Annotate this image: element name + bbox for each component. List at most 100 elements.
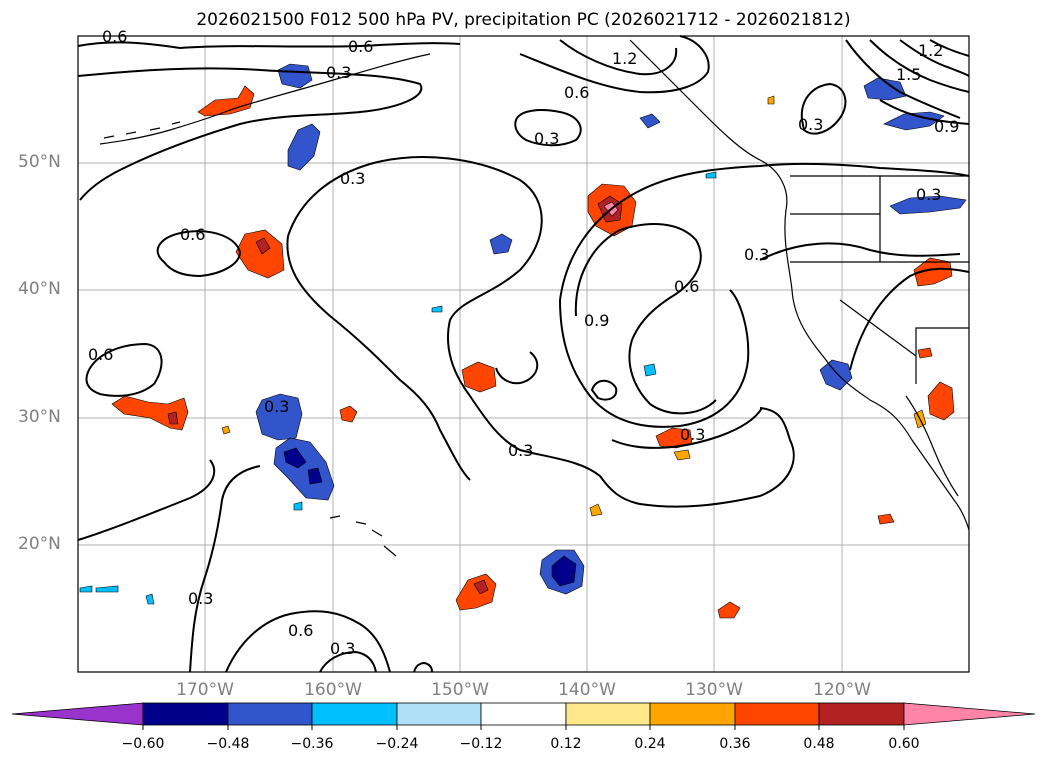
- lat-label-20n: 20°N: [18, 534, 61, 554]
- precip-patch: [717, 601, 741, 619]
- colorbar-extend-high: [903, 702, 1036, 726]
- contour-label: 0.3: [916, 185, 941, 204]
- pv-contour: [77, 67, 423, 201]
- pv-contour: [849, 267, 970, 371]
- contour-label: 0.3: [798, 115, 823, 134]
- pv-contour: [495, 351, 539, 385]
- colorbar-tick-label: 0.12: [550, 736, 582, 752]
- pv-contour: [574, 223, 717, 415]
- precip-patch: [95, 585, 119, 593]
- precip-patch: [673, 449, 691, 461]
- precip-patch: [145, 593, 155, 605]
- colorbar: [11, 702, 1036, 730]
- lon-label-130w: 130°W: [685, 680, 743, 700]
- contour-label: 0.3: [744, 245, 769, 264]
- colorbar-tick-label: −0.12: [459, 736, 503, 752]
- colorbar-segment: [396, 702, 482, 726]
- colorbar-segment: [734, 702, 820, 726]
- precip-patch: [307, 467, 323, 485]
- precipitation-shading: [79, 63, 967, 619]
- pv-contour: [189, 465, 261, 673]
- precip-patch: [489, 233, 513, 255]
- pv-contour: [519, 35, 710, 94]
- lat-label-30n: 30°N: [18, 407, 61, 427]
- precip-patch: [255, 393, 303, 441]
- pv-contour: [611, 407, 763, 449]
- precip-patch: [639, 113, 661, 129]
- precip-patch: [293, 501, 303, 511]
- hawaii-islands: [329, 515, 397, 557]
- precip-patch: [473, 579, 489, 595]
- precip-patch: [255, 237, 271, 255]
- pv-contour: [559, 162, 970, 301]
- precip-patch: [551, 555, 577, 587]
- coastlines: [99, 39, 970, 557]
- contour-label: 0.3: [264, 397, 289, 416]
- colorbar-segment: [142, 702, 229, 726]
- precip-patch: [589, 503, 603, 517]
- precip-patch: [79, 585, 93, 593]
- pv-contour: [77, 459, 216, 541]
- map-title: 2026021500 F012 500 hPa PV, precipitatio…: [196, 10, 851, 30]
- precip-patch: [705, 171, 717, 179]
- pv-contour: [845, 39, 961, 119]
- pv-contour: [559, 289, 750, 428]
- pv-contour: [319, 650, 377, 673]
- pv-contour: [759, 242, 961, 261]
- precip-patch: [917, 347, 933, 359]
- pv-contour: [413, 662, 433, 673]
- colorbar-tick-label: −0.48: [206, 736, 250, 752]
- colorbar-extend-low: [11, 702, 144, 726]
- lon-label-160w: 160°W: [304, 680, 362, 700]
- baja-california: [905, 395, 959, 497]
- colorbar-tick-label: −0.60: [121, 736, 165, 752]
- pv-contour: [225, 610, 391, 673]
- contour-label: 0.3: [188, 589, 213, 608]
- precip-patch: [767, 95, 775, 105]
- precip-patch: [431, 305, 443, 313]
- precip-patch: [277, 63, 313, 89]
- colorbar-tick-label: 0.48: [803, 736, 835, 752]
- pv-contour: [77, 41, 461, 50]
- precip-patch: [167, 411, 179, 425]
- contour-label: 0.9: [934, 117, 959, 136]
- pv-contour: [514, 109, 582, 147]
- precip-patch: [283, 447, 307, 469]
- contour-label: 1.2: [918, 41, 943, 60]
- pv-contour: [85, 342, 163, 397]
- pv-contour: [899, 39, 970, 77]
- colorbar-segment: [311, 702, 398, 726]
- north-america-coast: [629, 39, 970, 531]
- contour-label: 0.3: [508, 441, 533, 460]
- contour-label: 0.3: [326, 63, 351, 82]
- contour-label: 1.2: [612, 49, 637, 68]
- contour-label: 1.5: [896, 65, 921, 84]
- lat-label-50n: 50°N: [18, 152, 61, 172]
- precip-patch: [913, 257, 953, 287]
- pv-contour: [287, 156, 795, 508]
- precip-patch: [883, 111, 945, 131]
- precip-patch: [339, 405, 358, 423]
- colorbar-segment: [649, 702, 736, 726]
- contour-label: 0.3: [340, 169, 365, 188]
- colorbar-segment: [818, 702, 905, 726]
- colorbar-segment: [227, 702, 313, 726]
- colorbar-segment: [565, 702, 651, 726]
- pv-contours: [77, 35, 970, 673]
- pv-contour: [559, 39, 678, 76]
- contour-label: 0.6: [348, 37, 373, 56]
- contour-label: 0.3: [330, 639, 355, 658]
- precip-patch: [927, 381, 955, 421]
- precip-patch: [461, 361, 497, 393]
- pv-contour: [869, 39, 970, 93]
- contour-label: 0.6: [564, 83, 589, 102]
- contour-label: 0.6: [288, 621, 313, 640]
- precip-patch: [197, 85, 255, 117]
- colorbar-tick-label: 0.60: [888, 736, 920, 752]
- lon-label-140w: 140°W: [558, 680, 616, 700]
- precip-patch: [287, 123, 321, 171]
- state-border: [790, 176, 969, 384]
- pv-contour: [929, 39, 970, 57]
- contour-label: 0.3: [534, 129, 559, 148]
- colorbar-tick-label: −0.24: [375, 736, 419, 752]
